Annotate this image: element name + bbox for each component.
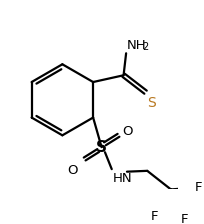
Text: NH: NH <box>126 39 146 52</box>
Text: S: S <box>96 140 106 155</box>
Text: S: S <box>146 96 155 110</box>
Text: HN: HN <box>112 172 132 185</box>
Text: 2: 2 <box>142 42 148 52</box>
Text: F: F <box>150 210 157 223</box>
Text: O: O <box>122 125 133 138</box>
Text: O: O <box>67 164 78 177</box>
Text: F: F <box>180 213 188 224</box>
Text: F: F <box>194 181 201 194</box>
